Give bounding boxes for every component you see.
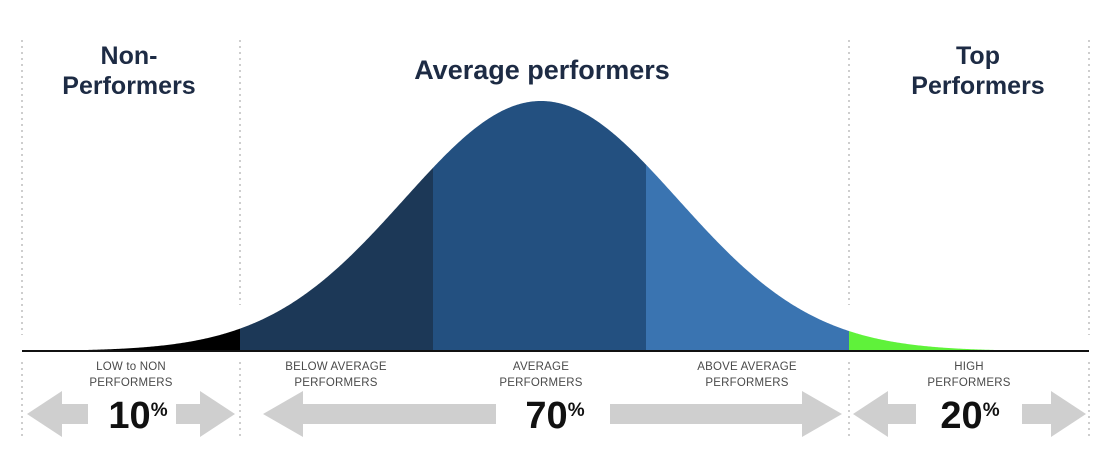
label-below-average-line1: BELOW AVERAGE — [285, 361, 387, 373]
heading-top-performers-line2: Performers — [911, 72, 1044, 100]
arrow-right-icon — [1022, 391, 1086, 437]
arrow-right-icon — [610, 391, 842, 437]
percentage-average-performers: 70% — [525, 395, 584, 437]
arrow-right-icon — [176, 391, 235, 437]
label-below-average-line2: PERFORMERS — [294, 377, 377, 389]
curve-segment-above-average — [646, 164, 849, 351]
label-low-to-non-line1: LOW to NON — [96, 361, 166, 373]
label-above-average-line1: ABOVE AVERAGE — [697, 361, 797, 373]
heading-top-performers-line1: Top — [956, 42, 1000, 70]
label-average-line1: AVERAGE — [513, 361, 569, 373]
percentage-top-performers: 20% — [940, 395, 999, 437]
heading-average-performers: Average performers — [414, 55, 670, 85]
arrow-left-icon — [263, 391, 496, 437]
bell-curve — [22, 101, 1089, 351]
label-above-average-line2: PERFORMERS — [705, 377, 788, 389]
label-high-line1: HIGH — [954, 361, 984, 373]
label-high-line2: PERFORMERS — [927, 377, 1010, 389]
curve-segment-high — [849, 331, 1089, 351]
heading-non-performers-line1: Non- — [101, 42, 158, 70]
curve-segment-average — [433, 101, 646, 351]
percentage-non-performers: 10% — [108, 395, 167, 437]
curve-segment-below-average — [240, 167, 433, 351]
label-low-to-non-line2: PERFORMERS — [89, 377, 172, 389]
arrow-left-icon — [27, 391, 88, 437]
curve-segment-low-to-non — [22, 328, 240, 351]
label-average-line2: PERFORMERS — [499, 377, 582, 389]
heading-non-performers-line2: Performers — [62, 72, 195, 100]
arrow-left-icon — [853, 391, 916, 437]
